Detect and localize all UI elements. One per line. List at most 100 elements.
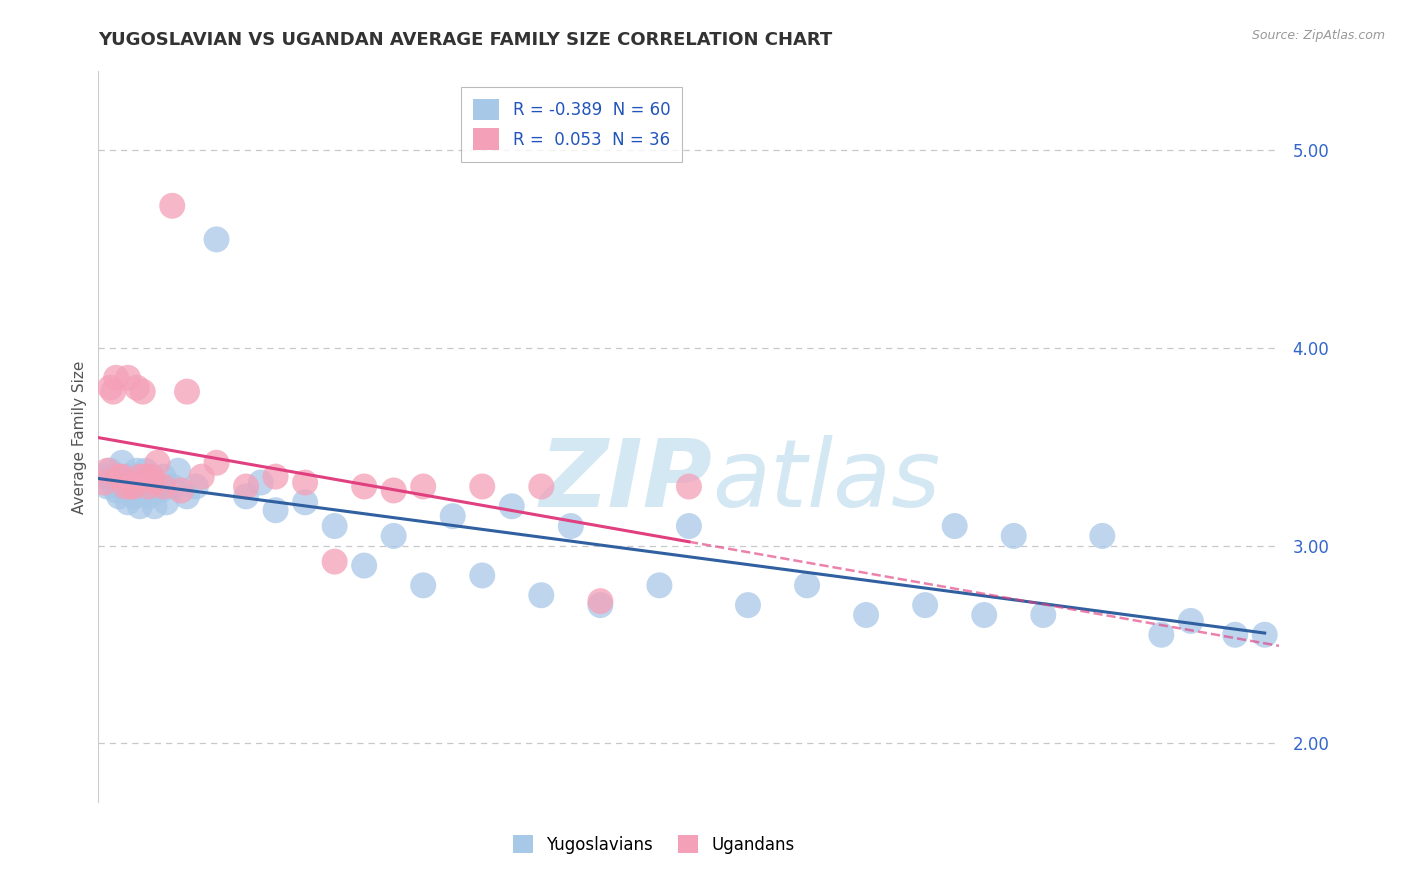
Point <box>1180 614 1202 628</box>
Point <box>796 578 818 592</box>
Point <box>191 469 214 483</box>
Point <box>162 479 183 493</box>
Text: YUGOSLAVIAN VS UGANDAN AVERAGE FAMILY SIZE CORRELATION CHART: YUGOSLAVIAN VS UGANDAN AVERAGE FAMILY SI… <box>98 31 832 49</box>
Point <box>678 479 700 493</box>
Point <box>108 489 131 503</box>
Point <box>353 558 375 573</box>
Legend: R = -0.389  N = 60, R =  0.053  N = 36: R = -0.389 N = 60, R = 0.053 N = 36 <box>461 87 682 161</box>
Point <box>235 489 257 503</box>
Point <box>128 469 150 483</box>
Point <box>412 578 434 592</box>
Point <box>108 469 131 483</box>
Point <box>184 479 207 493</box>
Point <box>589 594 612 608</box>
Point <box>117 469 139 483</box>
Point <box>108 469 131 483</box>
Point <box>560 519 582 533</box>
Point <box>943 519 966 533</box>
Point <box>294 475 316 490</box>
Point <box>914 598 936 612</box>
Point <box>128 500 150 514</box>
Point <box>176 384 198 399</box>
Text: atlas: atlas <box>713 435 941 526</box>
Point <box>471 568 494 582</box>
Point <box>120 479 142 493</box>
Point <box>120 479 142 493</box>
Point <box>353 479 375 493</box>
Point <box>170 483 193 498</box>
Point <box>501 500 523 514</box>
Point <box>1150 628 1173 642</box>
Point <box>111 479 134 493</box>
Point <box>530 479 553 493</box>
Point <box>138 489 160 503</box>
Point <box>973 607 995 622</box>
Point <box>264 503 287 517</box>
Point <box>162 199 183 213</box>
Point <box>135 464 157 478</box>
Point <box>250 475 273 490</box>
Point <box>96 479 118 493</box>
Point <box>149 483 172 498</box>
Point <box>152 479 174 493</box>
Point <box>155 495 177 509</box>
Point <box>648 578 671 592</box>
Point <box>93 469 115 483</box>
Point <box>125 381 148 395</box>
Point <box>1091 529 1114 543</box>
Point <box>152 469 174 483</box>
Point <box>93 475 115 490</box>
Point <box>141 469 163 483</box>
Point <box>132 475 155 490</box>
Point <box>678 519 700 533</box>
Point <box>117 371 139 385</box>
Point <box>143 475 166 490</box>
Point <box>323 555 346 569</box>
Point <box>441 509 464 524</box>
Point <box>141 469 163 483</box>
Point <box>146 456 169 470</box>
Text: Source: ZipAtlas.com: Source: ZipAtlas.com <box>1251 29 1385 42</box>
Point <box>294 495 316 509</box>
Point <box>855 607 877 622</box>
Point <box>1032 607 1054 622</box>
Point <box>105 371 128 385</box>
Point <box>114 479 136 493</box>
Point <box>167 464 190 478</box>
Point <box>143 500 166 514</box>
Point <box>105 483 128 498</box>
Point <box>103 475 125 490</box>
Point <box>122 479 145 493</box>
Point <box>235 479 257 493</box>
Point <box>111 469 134 483</box>
Point <box>135 469 157 483</box>
Point <box>589 598 612 612</box>
Point <box>737 598 759 612</box>
Point <box>382 529 405 543</box>
Point <box>382 483 405 498</box>
Point <box>125 464 148 478</box>
Point <box>114 483 136 498</box>
Point <box>138 479 160 493</box>
Point <box>98 381 121 395</box>
Point <box>98 464 121 478</box>
Text: ZIP: ZIP <box>540 435 713 527</box>
Point <box>117 495 139 509</box>
Point <box>1223 628 1246 642</box>
Point <box>323 519 346 533</box>
Point <box>530 588 553 602</box>
Point <box>176 489 198 503</box>
Point <box>96 464 118 478</box>
Point <box>412 479 434 493</box>
Point <box>205 456 228 470</box>
Point <box>264 469 287 483</box>
Point <box>111 456 134 470</box>
Point <box>471 479 494 493</box>
Point <box>122 489 145 503</box>
Y-axis label: Average Family Size: Average Family Size <box>72 360 87 514</box>
Point <box>132 384 155 399</box>
Point <box>205 232 228 246</box>
Point <box>1254 628 1277 642</box>
Point <box>146 479 169 493</box>
Point <box>1002 529 1025 543</box>
